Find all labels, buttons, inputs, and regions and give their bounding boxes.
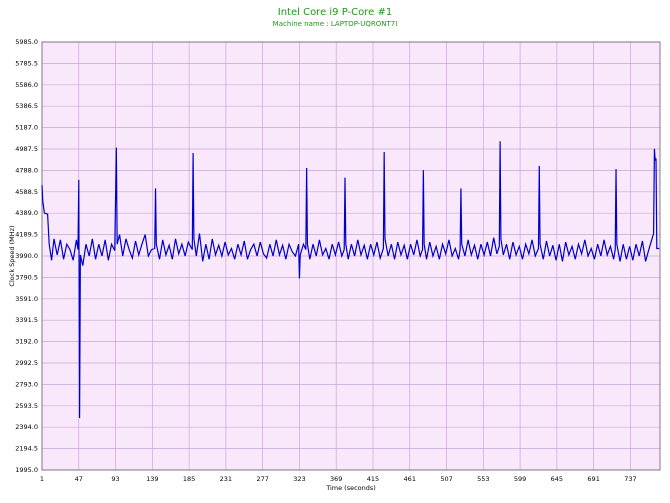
x-tick-label: 277 (256, 475, 268, 483)
x-tick-label: 461 (404, 475, 416, 483)
y-tick-label: 4389.0 (15, 209, 38, 217)
y-tick-label: 4189.5 (15, 231, 38, 239)
y-tick-label: 4588.5 (15, 188, 38, 196)
y-tick-label: 5187.0 (15, 124, 38, 132)
y-tick-label: 5386.5 (15, 102, 38, 110)
x-tick-label: 369 (330, 475, 342, 483)
x-tick-label: 691 (587, 475, 599, 483)
x-tick-label: 737 (624, 475, 636, 483)
y-tick-label: 3391.5 (15, 316, 38, 324)
x-tick-label: 93 (111, 475, 119, 483)
chart-title: Intel Core i9 P-Core #1 (278, 7, 392, 18)
y-tick-label: 3990.0 (15, 252, 38, 260)
data-line (41, 141, 660, 418)
x-tick-label: 415 (367, 475, 379, 483)
y-tick-label: 2992.5 (15, 359, 38, 367)
y-tick-label: 1995.0 (15, 466, 38, 474)
y-tick-label: 5785.5 (15, 59, 38, 67)
y-tick-label: 2593.5 (15, 402, 38, 410)
y-tick-label: 3790.5 (15, 273, 38, 281)
y-tick-label: 4987.5 (15, 145, 38, 153)
x-tick-label: 645 (551, 475, 563, 483)
x-tick-label: 553 (477, 475, 489, 483)
x-tick-label: 231 (220, 475, 232, 483)
plot-border (41, 41, 661, 471)
chart-subtitle: Machine name : LAPTOP-UQRONT7I (273, 20, 398, 28)
y-tick-label: 2194.5 (15, 445, 38, 453)
y-tick-label: 3192.0 (15, 338, 38, 346)
y-tick-label: 2394.0 (15, 423, 38, 431)
y-tick-label: 5985.0 (15, 38, 38, 46)
x-tick-label: 47 (75, 475, 83, 483)
x-tick-label: 185 (183, 475, 195, 483)
x-tick-label: 507 (440, 475, 452, 483)
y-axis-label: Clock Speed (MHz) (8, 225, 16, 286)
x-tick-label: 599 (514, 475, 526, 483)
x-tick-label: 139 (146, 475, 158, 483)
y-tick-label: 3591.0 (15, 295, 38, 303)
y-tick-label: 4788.0 (15, 166, 38, 174)
x-tick-label: 1 (40, 475, 44, 483)
y-tick-label: 2793.0 (15, 380, 38, 388)
y-tick-label: 5586.0 (15, 81, 38, 89)
x-tick-label: 323 (293, 475, 305, 483)
x-axis-label: Time (seconds) (325, 484, 376, 492)
